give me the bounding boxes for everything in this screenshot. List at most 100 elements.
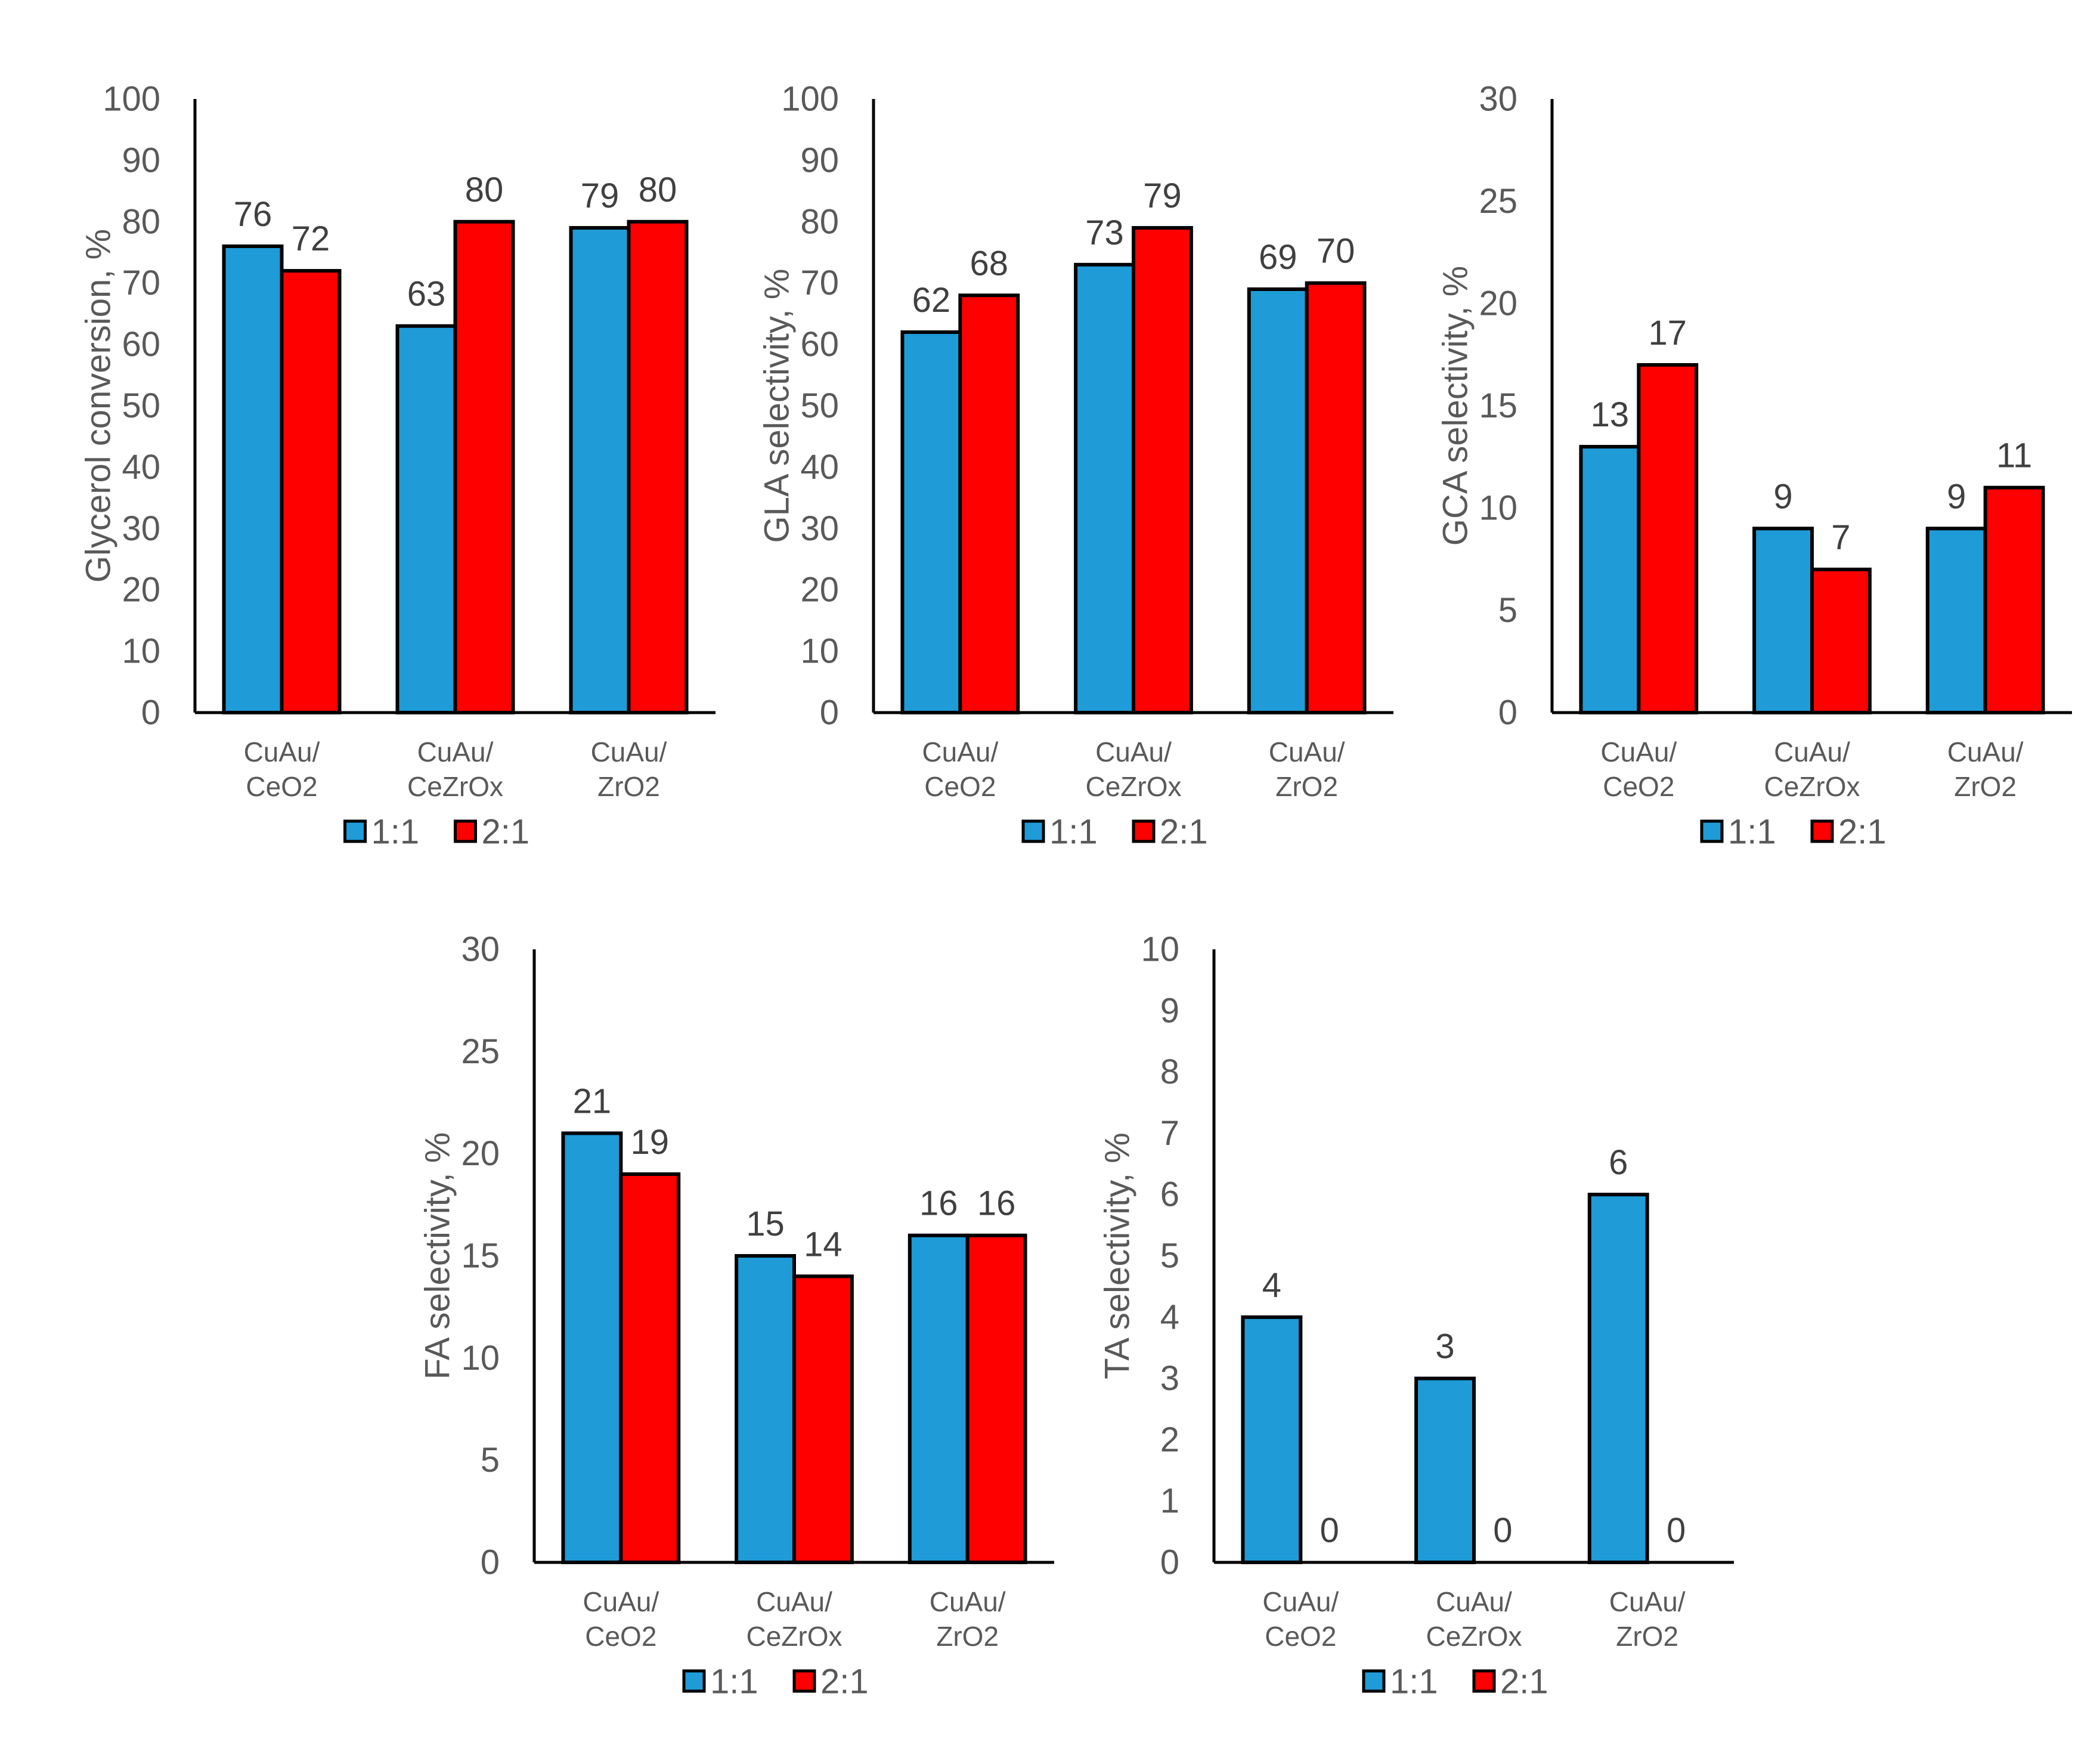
- bar-gca-2-1-2: [1983, 485, 2045, 714]
- category-label: CeZrOx: [747, 1621, 843, 1652]
- data-label: 13: [1591, 395, 1630, 434]
- bar-gla-1-1-0: [900, 330, 962, 714]
- bar-gca-1-1-2: [1925, 527, 1987, 714]
- bar-gca-1-1-1: [1752, 527, 1814, 714]
- data-label: 9: [1773, 477, 1792, 516]
- data-label: 79: [1143, 177, 1182, 215]
- bar-gla-2-1-2: [1305, 281, 1367, 714]
- y-tick-label: 0: [1498, 694, 1517, 732]
- data-label: 4: [1262, 1266, 1281, 1305]
- y-tick-label: 20: [1479, 284, 1517, 323]
- bar-glycerol-2-1-2: [627, 219, 689, 714]
- data-label: 79: [581, 177, 620, 215]
- y-tick-label: 100: [103, 80, 160, 119]
- data-label: 17: [1649, 314, 1687, 352]
- category-label: ZrO2: [936, 1621, 999, 1652]
- category-label: CuAu/: [1600, 736, 1677, 767]
- data-label: 11: [1996, 437, 2032, 475]
- legend-label: 1:1: [1728, 813, 1776, 852]
- chart-ta: 4 3 6 0 0 0 0 1 2 3 4 5 6 7 8 9 10 CuAu/CeO2 CuAu/CeZrOx Cu…: [1098, 930, 1734, 1701]
- legend-swatch-1-1: [1021, 819, 1045, 843]
- y-tick-label: 70: [800, 264, 839, 302]
- data-label: 80: [639, 171, 677, 209]
- bar-gca-2-1-1: [1810, 567, 1872, 715]
- legend-label: 2:1: [1838, 813, 1887, 852]
- bar-fa-2-1-1: [792, 1274, 854, 1564]
- chart-glycerol: 76 63 79 72 80 80 0 10 20 30 40 50 60 70 80 90 100 CuAu/C…: [79, 80, 716, 852]
- data-label: 76: [234, 195, 272, 234]
- y-tick-label: 20: [461, 1134, 500, 1173]
- bar-glycerol-1-1-2: [569, 226, 631, 714]
- chart-fa: 21 15 16 19 14 16 0 5 10 15 20 25 30 CuAu/CeO2 CuAu/Ce…: [419, 930, 1054, 1701]
- legend-label: 1:1: [710, 1663, 758, 1701]
- data-label: 16: [977, 1184, 1016, 1223]
- data-label: 0: [1667, 1511, 1686, 1550]
- data-label: 68: [970, 244, 1009, 283]
- data-label: 0: [1320, 1511, 1339, 1550]
- bar-glycerol-2-1-1: [453, 219, 515, 714]
- legend-label: 2:1: [820, 1663, 869, 1701]
- y-tick-label: 10: [122, 632, 160, 671]
- bar-ta-1-1-1: [1414, 1376, 1476, 1565]
- bar-gla-2-1-1: [1132, 226, 1193, 714]
- category-label: ZrO2: [1954, 771, 2017, 802]
- y-tick-label: 80: [122, 202, 160, 241]
- y-tick-label: 5: [1160, 1237, 1179, 1276]
- category-label: CuAu/: [583, 1586, 659, 1617]
- category-label: CuAu/: [1269, 736, 1345, 767]
- y-tick-label: 20: [122, 571, 160, 609]
- y-tick-label: 60: [800, 325, 839, 364]
- category-label: CeZrOx: [407, 771, 503, 802]
- category-label: CuAu/: [591, 736, 667, 767]
- y-tick-label: 7: [1160, 1114, 1179, 1153]
- bar-fa-2-1-2: [965, 1233, 1027, 1565]
- y-tick-label: 15: [461, 1237, 500, 1276]
- y-tick-label: 5: [1498, 591, 1517, 630]
- legend-swatch-1-1: [1700, 819, 1724, 843]
- bar-gca-2-1-0: [1637, 363, 1699, 714]
- y-tick-label: 30: [1479, 80, 1517, 119]
- y-tick-label: 40: [122, 448, 160, 487]
- category-label: CeZrOx: [1086, 771, 1182, 802]
- data-label: 62: [912, 281, 951, 320]
- y-tick-label: 60: [122, 325, 160, 364]
- category-label: CuAu/: [1095, 736, 1172, 767]
- y-axis-title: Glycerol conversion, %: [79, 229, 118, 583]
- y-tick-label: 100: [781, 80, 839, 119]
- category-label: CuAu/: [417, 736, 494, 767]
- y-tick-label: 4: [1160, 1298, 1179, 1336]
- y-tick-label: 30: [122, 509, 160, 548]
- y-tick-label: 50: [800, 386, 839, 425]
- y-axis-title: FA selectivity, %: [419, 1132, 457, 1380]
- legend-label: 2:1: [1160, 813, 1208, 852]
- data-label: 9: [1947, 477, 1966, 516]
- data-label: 16: [919, 1184, 958, 1223]
- legend-label: 2:1: [482, 813, 530, 852]
- bar-fa-1-1-1: [735, 1254, 796, 1564]
- bar-gca-1-1-0: [1579, 445, 1641, 714]
- category-label: CeZrOx: [1426, 1621, 1522, 1652]
- y-tick-label: 1: [1160, 1482, 1179, 1521]
- category-label: ZrO2: [1275, 771, 1338, 802]
- y-tick-label: 3: [1160, 1359, 1179, 1398]
- data-label: 73: [1085, 213, 1124, 252]
- category-label: CeZrOx: [1764, 771, 1860, 802]
- y-tick-label: 40: [800, 448, 839, 487]
- y-tick-label: 2: [1160, 1420, 1179, 1459]
- chart-gca: 13 9 9 17 7 11 0 5 10 15 20 25 30 CuAu/CeO2 CuAu/CeZrO…: [1436, 80, 2072, 852]
- legend-swatch-2-1: [454, 819, 477, 843]
- legend-swatch-2-1: [1132, 819, 1156, 843]
- category-label: CuAu/: [930, 1586, 1006, 1617]
- data-label: 7: [1831, 518, 1850, 557]
- legend-label: 1:1: [1390, 1663, 1438, 1701]
- data-label: 19: [631, 1123, 670, 1162]
- bar-fa-1-1-2: [907, 1233, 970, 1565]
- y-tick-label: 0: [141, 694, 160, 732]
- y-tick-label: 10: [1141, 930, 1179, 969]
- legend-swatch-2-1: [1472, 1669, 1496, 1693]
- data-label: 80: [465, 171, 504, 209]
- legend-label: 1:1: [1049, 813, 1098, 852]
- category-label: CeO2: [585, 1621, 656, 1652]
- y-tick-label: 10: [461, 1339, 500, 1378]
- y-tick-label: 0: [820, 694, 839, 732]
